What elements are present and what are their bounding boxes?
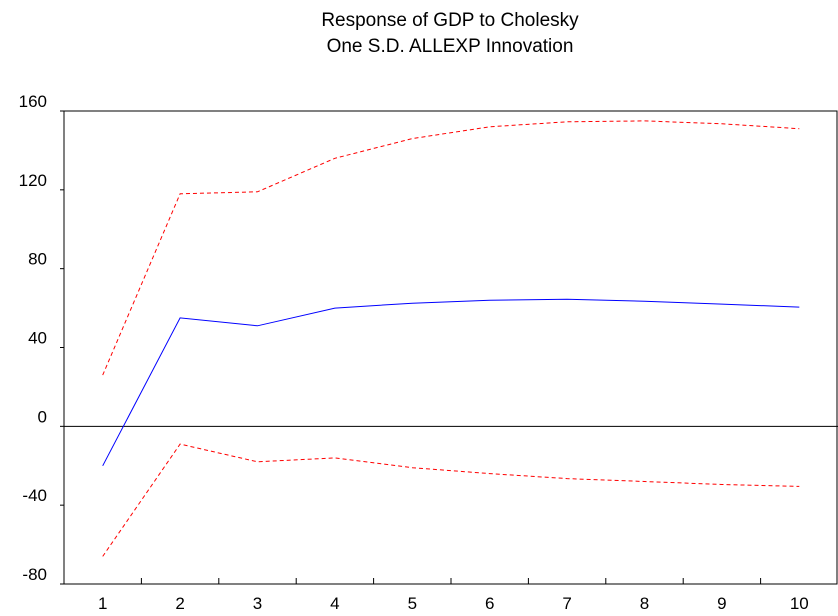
- x-tick-label: 8: [640, 594, 649, 613]
- y-tick-label: -40: [22, 486, 47, 505]
- y-tick-label: 160: [19, 92, 47, 111]
- x-tick-label: 5: [408, 594, 417, 613]
- x-tick-label: 10: [790, 594, 809, 613]
- y-tick-label: 120: [19, 171, 47, 190]
- x-tick-label: 1: [98, 594, 107, 613]
- x-tick-label: 3: [253, 594, 262, 613]
- y-tick-label: 80: [28, 250, 47, 269]
- x-tick-label: 9: [717, 594, 726, 613]
- series-line-upper: [103, 121, 800, 375]
- y-tick-label: 0: [38, 407, 47, 426]
- x-tick-label: 2: [175, 594, 184, 613]
- x-tick-label: 7: [562, 594, 571, 613]
- plot-frame: [64, 111, 837, 584]
- y-tick-label: 40: [28, 329, 47, 348]
- x-tick-label: 6: [485, 594, 494, 613]
- x-tick-label: 4: [330, 594, 339, 613]
- series-line-lower: [103, 444, 800, 556]
- y-tick-label: -80: [22, 565, 47, 584]
- series-line-response: [103, 299, 800, 466]
